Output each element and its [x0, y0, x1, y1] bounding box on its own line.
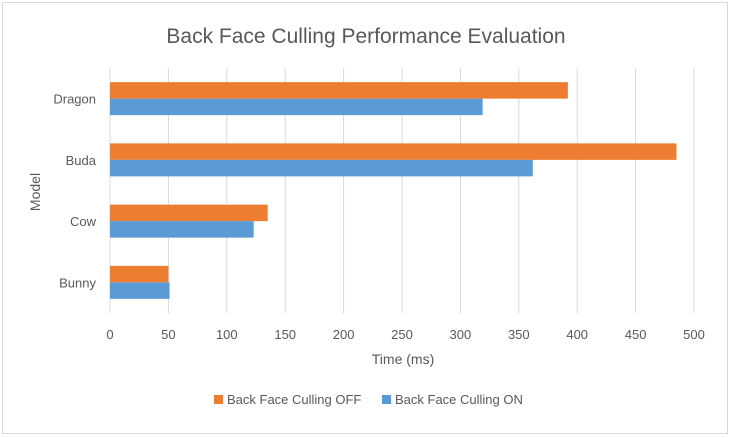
x-tick-label: 500	[683, 327, 705, 342]
chart-title: Back Face Culling Performance Evaluation	[166, 25, 565, 48]
bar-back-face-culling-on-bunny	[110, 282, 170, 299]
y-tick-label: Buda	[66, 153, 97, 168]
bar-back-face-culling-on-cow	[110, 221, 254, 238]
y-tick-label: Cow	[70, 214, 97, 229]
bars	[110, 82, 677, 299]
x-tick-labels: 0 50 100 150 200 250 300 350 400 450 500	[106, 327, 704, 342]
y-axis-label: Model	[27, 173, 43, 211]
y-tick-labels: Bunny Cow Buda Dragon	[53, 92, 96, 291]
x-tick-label: 0	[106, 327, 113, 342]
x-tick-label: 300	[450, 327, 472, 342]
bar-back-face-culling-on-dragon	[110, 98, 483, 116]
legend-label: Back Face Culling OFF	[227, 392, 361, 407]
bar-back-face-culling-off-bunny	[110, 265, 169, 283]
x-tick-label: 150	[274, 327, 296, 342]
x-axis-label: Time (ms)	[372, 351, 434, 367]
legend-swatch	[214, 395, 223, 404]
x-tick-label: 350	[508, 327, 530, 342]
legend: Back Face Culling OFF Back Face Culling O…	[214, 392, 523, 407]
bar-back-face-culling-off-dragon	[110, 82, 568, 99]
x-tick-label: 450	[625, 327, 647, 342]
bar-back-face-culling-off-buda	[110, 143, 677, 160]
y-tick-label: Dragon	[53, 92, 96, 107]
legend-swatch	[382, 395, 391, 404]
x-tick-label: 100	[216, 327, 238, 342]
bar-back-face-culling-off-cow	[110, 204, 268, 222]
y-tick-label: Bunny	[59, 275, 96, 290]
legend-label: Back Face Culling ON	[395, 392, 523, 407]
bar-back-face-culling-on-buda	[110, 159, 533, 177]
x-tick-label: 50	[161, 327, 175, 342]
x-tick-label: 400	[566, 327, 588, 342]
x-tick-label: 200	[333, 327, 355, 342]
x-tick-label: 250	[391, 327, 413, 342]
